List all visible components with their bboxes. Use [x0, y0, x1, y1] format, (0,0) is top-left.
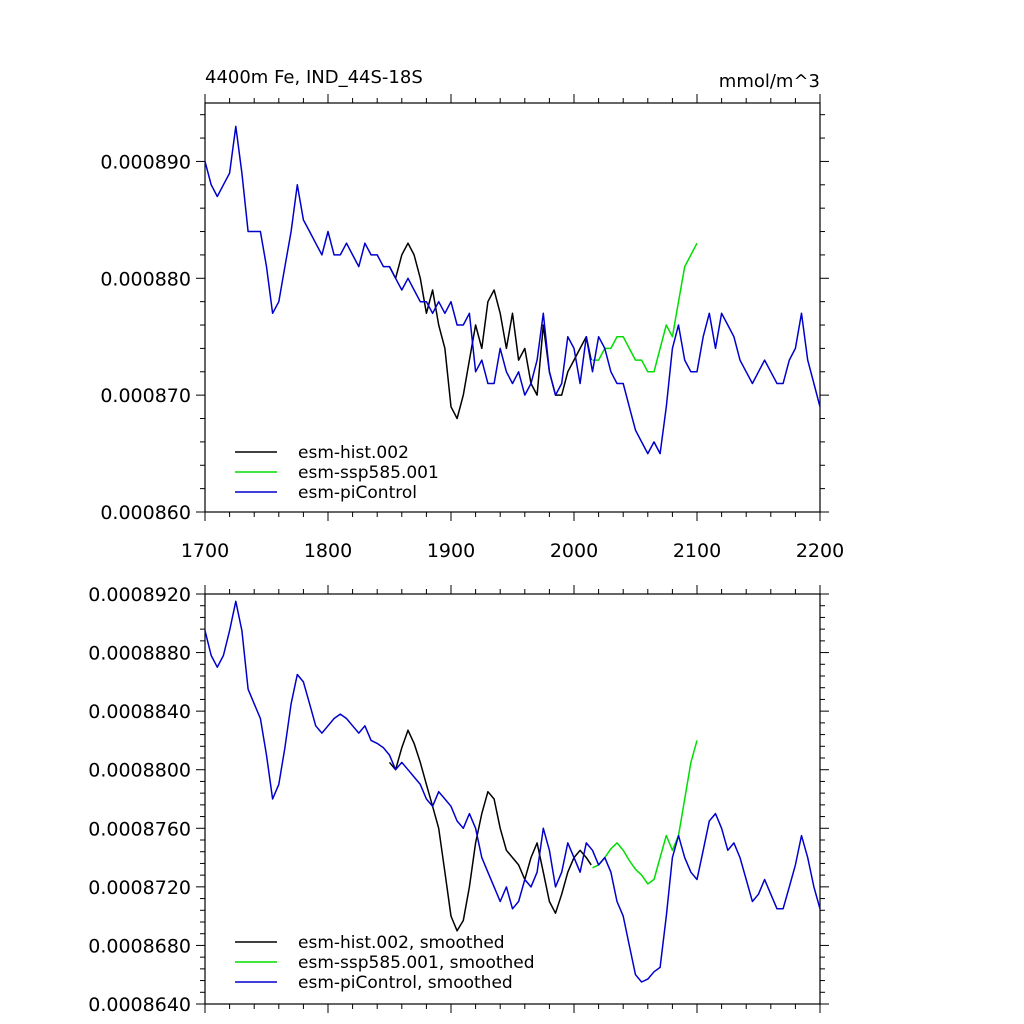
y-tick-label: 0.000880 [100, 268, 191, 290]
legend-label-1: esm-ssp585.001 [298, 463, 439, 483]
legend-label-0: esm-hist.002 [298, 443, 409, 463]
plot-frame [204, 102, 821, 513]
y-tick-label: 0.0008760 [88, 818, 191, 840]
y-tick-label: 0.0008880 [88, 643, 191, 665]
x-tick-label: 2100 [673, 540, 721, 562]
panel-bottom: 0.0008640 0.0008680 0.0008720 0.0008760 0.00… [88, 584, 829, 1016]
x-tick-label: 1800 [304, 540, 352, 562]
legend-label-0: esm-hist.002, smoothed [298, 933, 505, 953]
y-tick-label: 0.0008800 [88, 760, 191, 782]
series-line-1 [592, 242, 698, 373]
series-line-2 [204, 125, 821, 455]
y-tick-label: 0.0008680 [88, 935, 191, 957]
x-tick-label: 2200 [796, 540, 844, 562]
panel-top: 0.000860 0.000870 0.000880 0.000890 1700 1800… [100, 67, 844, 562]
y-tick-label: 0.000890 [100, 151, 191, 173]
legend-label-2: esm-piControl [298, 483, 417, 503]
y-tick-label: 0.000860 [100, 502, 191, 524]
y-tick-label: 0.0008640 [88, 994, 191, 1016]
legend-label-2: esm-piControl, smoothed [298, 973, 513, 993]
plot-frame [204, 593, 821, 1005]
x-tick-label: 1900 [427, 540, 475, 562]
series-line-0 [388, 729, 592, 932]
units-label: mmol/m^3 [719, 71, 820, 92]
x-tick-label: 1700 [181, 540, 229, 562]
x-tick-label: 2000 [550, 540, 598, 562]
series-line-2 [204, 600, 821, 983]
y-tick-label: 0.0008720 [88, 877, 191, 899]
y-tick-label: 0.000870 [100, 385, 191, 407]
chart-title: 4400m Fe, IND_44S-18S [205, 67, 423, 88]
legend-label-1: esm-ssp585.001, smoothed [298, 953, 535, 973]
y-tick-label: 0.0008920 [88, 584, 191, 606]
y-tick-label: 0.0008840 [88, 701, 191, 723]
series-line-1 [592, 740, 698, 885]
series-line-0 [388, 242, 592, 420]
